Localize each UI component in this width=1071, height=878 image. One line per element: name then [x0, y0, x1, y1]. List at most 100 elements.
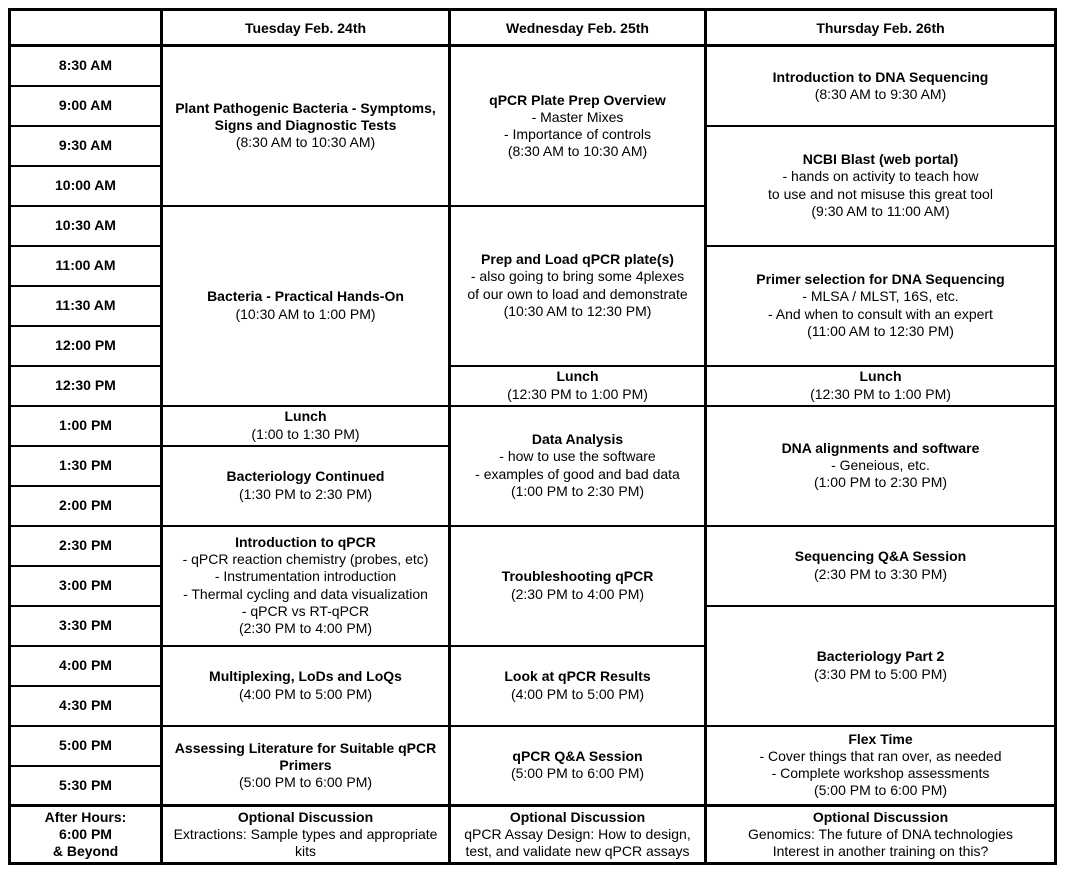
row-1230pm: 12:30 PM Lunch (12:30 PM to 1:00 PM) Lun…	[8, 364, 1057, 407]
time-slot-1100am: 11:00 AM	[8, 244, 163, 287]
event-title: Multiplexing, LoDs and LoQs	[209, 668, 402, 685]
event-body: (4:00 PM to 5:00 PM)	[238, 685, 373, 702]
time-slot-1130am: 11:30 AM	[8, 284, 163, 327]
event-tue-multiplexing-lods-loqs: Multiplexing, LoDs and LoQs (4:00 PM to …	[160, 644, 451, 727]
event-tue-bacteriology-continued: Bacteriology Continued (1:30 PM to 2:30 …	[160, 444, 451, 527]
event-title: Plant Pathogenic Bacteria - Symptoms, Si…	[175, 100, 436, 134]
event-title: Lunch	[284, 408, 327, 425]
event-wed-prep-load-qpcr-plates: Prep and Load qPCR plate(s) - also going…	[448, 204, 707, 367]
row-1130am: 11:30 AM	[8, 284, 1056, 327]
workshop-schedule-table: Tuesday Feb. 24th Wednesday Feb. 25th Th…	[8, 8, 1057, 865]
event-body: (5:00 PM to 6:00 PM)	[510, 765, 645, 782]
time-slot-1000am: 10:00 AM	[8, 164, 163, 207]
day-header-wednesday: Wednesday Feb. 25th	[448, 8, 707, 47]
event-tue-plant-pathogenic-bacteria: Plant Pathogenic Bacteria - Symptoms, Si…	[160, 44, 451, 207]
event-body: (4:00 PM to 5:00 PM)	[510, 685, 645, 702]
event-body: (1:30 PM to 2:30 PM)	[238, 485, 373, 502]
event-body: - how to use the software - examples of …	[475, 448, 680, 499]
row-400pm: 4:00 PM Multiplexing, LoDs and LoQs (4:0…	[8, 644, 1056, 727]
event-wed-troubleshooting-qpcr: Troubleshooting qPCR (2:30 PM to 4:00 PM…	[448, 524, 707, 647]
event-body: - hands on activity to teach how to use …	[768, 168, 993, 219]
event-wed-optional-discussion: Optional Discussion qPCR Assay Design: H…	[448, 804, 707, 865]
event-title: Bacteriology Continued	[226, 468, 385, 485]
event-wed-qpcr-plate-prep-overview: qPCR Plate Prep Overview - Master Mixes …	[448, 44, 707, 207]
time-slot-830am: 8:30 AM	[8, 44, 163, 87]
event-body: Extractions: Sample types and appropriat…	[173, 825, 438, 860]
row-930am: 9:30 AM NCBI Blast (web portal) - hands …	[8, 124, 1057, 247]
time-slot-230pm: 2:30 PM	[8, 524, 163, 567]
day-header-thursday: Thursday Feb. 26th	[704, 8, 1057, 47]
row-1000am: 10:00 AM	[8, 164, 1056, 207]
event-body: (3:30 PM to 5:00 PM)	[813, 665, 948, 682]
time-slot-900am: 9:00 AM	[8, 84, 163, 127]
time-slot-200pm: 2:00 PM	[8, 484, 163, 527]
row-1200pm: 12:00 PM	[8, 324, 1056, 367]
event-title: qPCR Plate Prep Overview	[489, 91, 666, 108]
time-slot-330pm: 3:30 PM	[8, 604, 163, 647]
row-830am: 8:30 AM Plant Pathogenic Bacteria - Symp…	[8, 44, 1057, 207]
row-1030am: 10:30 AM Bacteria - Practical Hands-On (…	[8, 204, 1056, 407]
event-title: Sequencing Q&A Session	[794, 548, 967, 565]
day-header-tuesday: Tuesday Feb. 24th	[160, 8, 451, 47]
event-wed-qpcr-qa-session: qPCR Q&A Session (5:00 PM to 6:00 PM)	[448, 724, 707, 807]
time-slot-500pm: 5:00 PM	[8, 724, 163, 767]
event-body: (8:30 AM to 9:30 AM)	[814, 85, 947, 102]
row-430pm: 4:30 PM	[8, 684, 1056, 727]
event-title: qPCR Q&A Session	[512, 748, 643, 765]
row-after-hours: After Hours: 6:00 PM & Beyond Optional D…	[8, 804, 1057, 865]
event-tue-bacteria-practical-hands-on: Bacteria - Practical Hands-On (10:30 AM …	[160, 204, 451, 407]
event-title: Optional Discussion	[509, 808, 646, 825]
event-thu-ncbi-blast: NCBI Blast (web portal) - hands on activ…	[704, 124, 1057, 247]
time-slot-1230pm: 12:30 PM	[8, 364, 163, 407]
event-title: Look at qPCR Results	[504, 668, 651, 685]
event-body: - MLSA / MLST, 16S, etc. - And when to c…	[768, 288, 993, 339]
row-130pm: 1:30 PM Bacteriology Continued (1:30 PM …	[8, 444, 1056, 527]
event-title: Introduction to DNA Sequencing	[772, 68, 989, 85]
event-thu-intro-dna-sequencing: Introduction to DNA Sequencing (8:30 AM …	[704, 44, 1057, 127]
header-row: Tuesday Feb. 24th Wednesday Feb. 25th Th…	[8, 8, 1057, 47]
event-body: Genomics: The future of DNA technologies…	[747, 825, 1014, 860]
event-title: Optional Discussion	[812, 808, 949, 825]
event-body: (2:30 PM to 3:30 PM)	[813, 565, 948, 582]
row-330pm: 3:30 PM Bacteriology Part 2 (3:30 PM to …	[8, 604, 1057, 727]
event-thu-dna-alignments: DNA alignments and software - Geneious, …	[704, 404, 1057, 527]
event-body: - also going to bring some 4plexes of ou…	[467, 268, 688, 319]
event-body: - qPCR reaction chemistry (probes, etc) …	[182, 551, 429, 636]
event-body: - Master Mixes - Importance of controls …	[503, 108, 652, 159]
event-title: Bacteriology Part 2	[816, 648, 945, 665]
event-title: NCBI Blast (web portal)	[802, 151, 959, 168]
event-title: Assessing Literature for Suitable qPCR P…	[174, 739, 437, 773]
event-body: (12:30 PM to 1:00 PM)	[507, 385, 648, 402]
event-thu-primer-selection: Primer selection for DNA Sequencing - ML…	[704, 244, 1057, 367]
event-title: Optional Discussion	[237, 808, 374, 825]
event-tue-introduction-to-qpcr: Introduction to qPCR - qPCR reaction che…	[160, 524, 451, 647]
event-title: Introduction to qPCR	[235, 534, 376, 551]
time-slot-530pm: 5:30 PM	[8, 764, 163, 807]
event-tue-assessing-literature: Assessing Literature for Suitable qPCR P…	[160, 724, 451, 807]
time-slot-400pm: 4:00 PM	[8, 644, 163, 687]
event-body: - Geneious, etc. (1:00 PM to 2:30 PM)	[813, 456, 948, 491]
time-slot-130pm: 1:30 PM	[8, 444, 163, 487]
event-thu-flex-time: Flex Time - Cover things that ran over, …	[704, 724, 1057, 807]
row-900am: 9:00 AM	[8, 84, 1056, 127]
event-title: Lunch	[556, 368, 599, 385]
event-thu-lunch: Lunch (12:30 PM to 1:00 PM)	[704, 364, 1057, 407]
event-wed-look-at-qpcr-results: Look at qPCR Results (4:00 PM to 5:00 PM…	[448, 644, 707, 727]
time-slot-100pm: 1:00 PM	[8, 404, 163, 447]
row-500pm: 5:00 PM Assessing Literature for Suitabl…	[8, 724, 1057, 807]
corner-cell	[8, 8, 163, 47]
event-body: - Cover things that ran over, as needed …	[759, 748, 1002, 799]
event-body: (1:00 to 1:30 PM)	[251, 425, 360, 442]
row-300pm: 3:00 PM	[8, 564, 1056, 607]
row-1100am: 11:00 AM Primer selection for DNA Sequen…	[8, 244, 1057, 367]
event-body: (12:30 PM to 1:00 PM)	[810, 385, 951, 402]
event-wed-data-analysis: Data Analysis - how to use the software …	[448, 404, 707, 527]
time-slot-430pm: 4:30 PM	[8, 684, 163, 727]
event-title: Bacteria - Practical Hands-On	[207, 288, 404, 305]
event-wed-lunch: Lunch (12:30 PM to 1:00 PM)	[448, 364, 707, 407]
event-thu-sequencing-qa: Sequencing Q&A Session (2:30 PM to 3:30 …	[704, 524, 1057, 607]
event-title: Data Analysis	[531, 431, 624, 448]
event-tue-optional-discussion: Optional Discussion Extractions: Sample …	[160, 804, 451, 865]
time-slot-1200pm: 12:00 PM	[8, 324, 163, 367]
